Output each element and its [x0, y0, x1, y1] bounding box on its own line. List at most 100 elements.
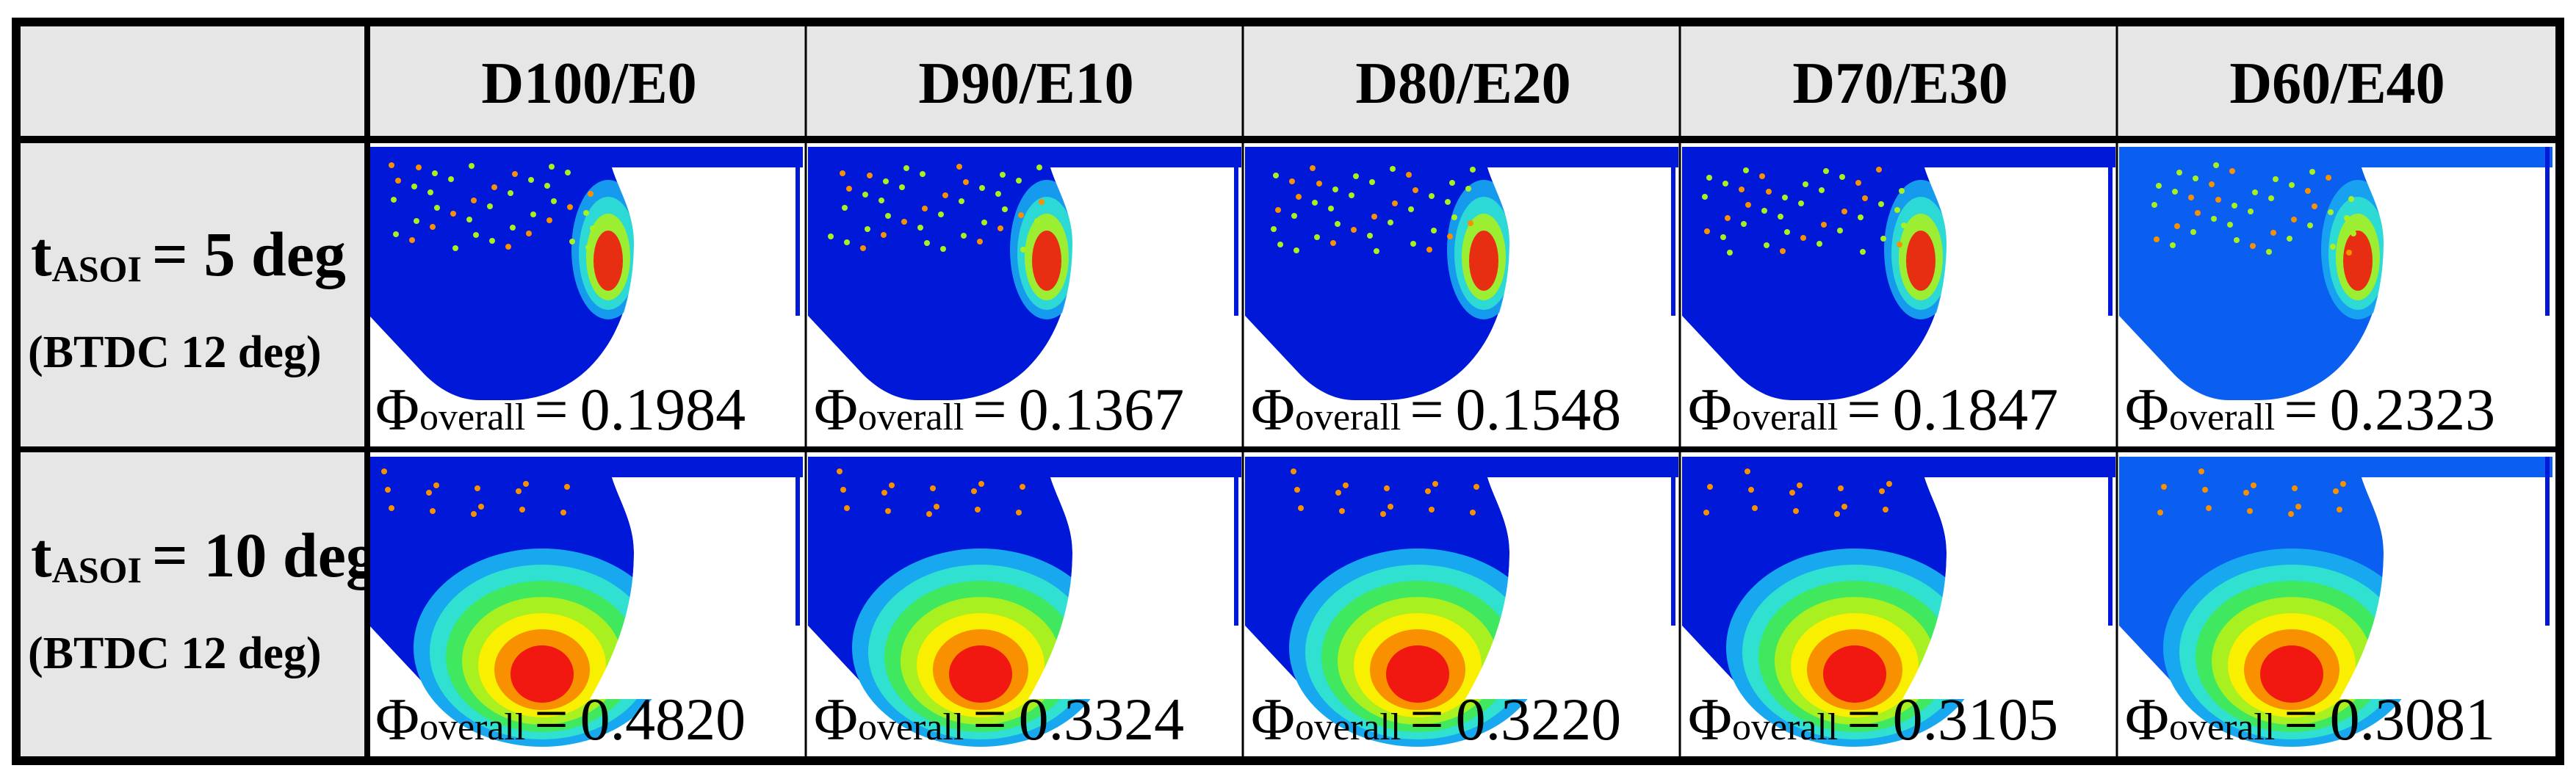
droplet: [885, 213, 891, 219]
droplet: [1720, 234, 1726, 240]
droplet: [475, 485, 480, 491]
droplet: [940, 246, 946, 252]
droplet: [1039, 199, 1045, 205]
droplet: [1748, 487, 1754, 493]
droplet: [1374, 248, 1379, 254]
droplet: [1886, 481, 1892, 487]
droplet: [469, 163, 475, 169]
droplet: [508, 190, 513, 196]
phi-overall-value: Φoverall = 0.1984: [375, 376, 746, 443]
droplet: [1406, 172, 1412, 178]
droplet: [2344, 215, 2350, 221]
droplet: [1351, 227, 1357, 233]
droplet: [1431, 228, 1437, 233]
droplet: [512, 171, 518, 177]
droplet: [862, 192, 868, 198]
droplet: [2176, 170, 2182, 175]
droplet: [1271, 226, 1277, 232]
droplet: [1296, 194, 1302, 200]
droplet: [2326, 175, 2331, 181]
droplet: [491, 184, 497, 190]
droplet: [1388, 504, 1393, 510]
droplet: [414, 218, 419, 224]
droplet: [2252, 189, 2258, 195]
droplet: [1821, 222, 1827, 228]
droplet: [1390, 166, 1396, 172]
phi-overall-value: Φoverall = 0.3105: [1688, 686, 2058, 753]
contour-cell-r2-c4: Φoverall = 0.3105: [1682, 457, 2115, 753]
droplet: [389, 162, 394, 168]
droplet: [409, 237, 415, 243]
header-band: [16, 22, 2560, 138]
droplet: [1798, 200, 1804, 206]
droplet: [523, 481, 529, 487]
droplet: [381, 468, 387, 474]
droplet: [551, 198, 557, 204]
droplet: [2174, 223, 2180, 229]
droplet: [1752, 505, 1758, 511]
droplet: [2206, 505, 2212, 511]
droplet: [450, 211, 456, 217]
contour-cell-r1-c2: Φoverall = 0.1367: [808, 147, 1241, 443]
droplet: [1449, 180, 1455, 186]
contour-plot: [2119, 147, 2552, 400]
column-header-d80-e20: D80/E20: [1355, 51, 1570, 116]
droplet: [1332, 187, 1338, 192]
droplet: [2198, 468, 2204, 474]
droplet: [2232, 203, 2237, 209]
droplet: [2170, 242, 2176, 248]
droplet: [934, 504, 939, 510]
column-header-d90-e10: D90/E10: [918, 51, 1133, 116]
row-label-5deg: tASOI = 5 deg (BTDC 12 deg): [28, 219, 346, 377]
contour-band: [2260, 645, 2323, 703]
droplet: [1316, 181, 1322, 187]
droplet: [1839, 174, 1845, 180]
droplet: [1298, 505, 1304, 511]
droplet: [901, 219, 907, 225]
droplet: [2337, 507, 2342, 513]
droplet: [899, 184, 905, 190]
droplet: [1468, 220, 1473, 226]
contour-cells: Φoverall = 0.1984 Φoverall = 0.1367 Φoverall = 0…: [369, 147, 2552, 753]
droplet: [1470, 167, 1476, 173]
droplet: [2330, 244, 2336, 250]
droplet: [1880, 236, 1886, 242]
droplet: [549, 164, 555, 170]
contour-cell-r1-c5: Φoverall = 0.2323: [2119, 147, 2552, 443]
droplet: [2154, 236, 2160, 242]
droplet: [979, 185, 985, 191]
droplet: [530, 211, 536, 217]
droplet: [427, 189, 433, 195]
droplet: [1703, 510, 1709, 515]
column-header-d60-e40: D60/E40: [2229, 51, 2445, 116]
droplet: [1429, 507, 1435, 513]
droplet: [846, 186, 852, 192]
contour-plot: [369, 457, 803, 747]
droplet: [1291, 213, 1297, 219]
droplet: [489, 238, 495, 244]
droplet: [1343, 482, 1349, 488]
contour-band: [1469, 231, 1498, 291]
droplet: [1275, 207, 1281, 213]
droplet: [844, 239, 850, 245]
droplet: [959, 198, 964, 204]
droplet: [889, 482, 895, 488]
droplet: [1766, 189, 1772, 195]
droplet: [956, 164, 962, 170]
droplet: [1878, 201, 1884, 207]
droplet: [448, 176, 454, 182]
droplet: [1739, 187, 1745, 192]
droplet: [1426, 247, 1432, 253]
droplet: [1294, 247, 1299, 253]
droplet: [1823, 168, 1829, 174]
droplet: [1838, 485, 1844, 491]
droplet: [505, 244, 511, 250]
droplet: [842, 205, 848, 211]
contour-plot: [1682, 457, 2115, 747]
column-header-d70-e30: D70/E30: [1792, 51, 2007, 116]
contour-plot: [1682, 147, 2115, 400]
droplet: [1413, 187, 1418, 193]
droplet: [1706, 175, 1712, 181]
contour-cell-r1-c3: Φoverall = 0.1548: [1245, 147, 1678, 443]
contour-band: [2343, 231, 2373, 291]
